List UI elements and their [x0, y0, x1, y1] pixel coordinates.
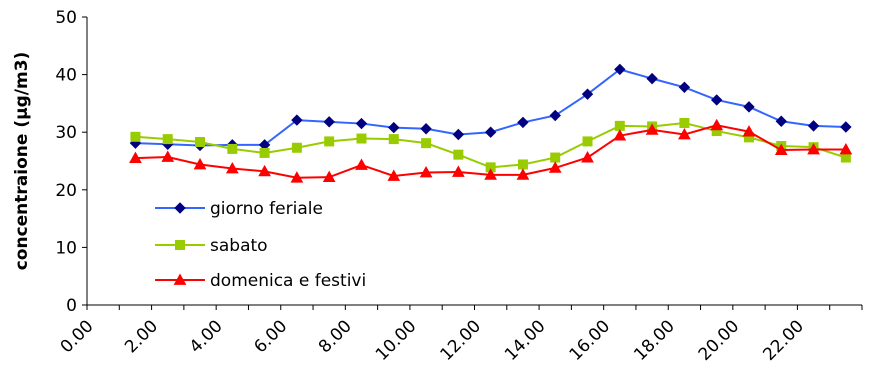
data-point — [291, 142, 302, 153]
data-point — [420, 123, 432, 135]
data-point — [324, 136, 335, 147]
data-point — [550, 152, 561, 163]
data-point — [678, 81, 691, 93]
data-point — [840, 152, 851, 163]
data-point — [710, 118, 724, 131]
data-point — [258, 164, 271, 177]
x-tick-label: 14.00 — [501, 316, 550, 365]
data-point — [484, 126, 497, 138]
data-point — [129, 151, 142, 164]
data-point — [679, 117, 690, 128]
data-point — [839, 142, 853, 155]
data-point — [195, 136, 206, 147]
data-point — [484, 168, 497, 180]
data-point — [322, 170, 336, 183]
data-point — [290, 171, 304, 183]
x-tick-label: 18.00 — [630, 316, 679, 365]
data-point — [517, 116, 529, 129]
data-point — [193, 157, 207, 170]
data-point — [516, 168, 530, 180]
legend-label: sabato — [210, 236, 268, 256]
data-point — [259, 147, 270, 158]
data-point — [710, 94, 723, 106]
data-point — [807, 120, 820, 132]
data-point — [387, 169, 401, 181]
data-point — [517, 159, 528, 170]
x-tick-label: 22.00 — [759, 316, 808, 365]
data-point — [452, 165, 465, 177]
legend-label: giorno feriale — [210, 199, 323, 219]
y-tick-label: 20 — [55, 181, 77, 201]
x-tick-label: 8.00 — [315, 316, 356, 357]
data-point — [388, 134, 399, 145]
data-point — [807, 142, 820, 155]
data-point — [452, 128, 465, 141]
legend: giorno feriale sabato domenica e festivi — [155, 199, 366, 291]
data-point — [613, 129, 627, 141]
data-point — [775, 115, 787, 127]
y-axis-title: concentraione (µg/m3) — [12, 52, 32, 271]
data-point — [646, 72, 658, 85]
legend-item: domenica e festivi — [155, 271, 366, 291]
data-point — [742, 125, 756, 137]
legend-marker — [174, 202, 186, 214]
data-point — [388, 121, 400, 134]
data-point — [162, 134, 173, 145]
data-point — [614, 120, 625, 131]
data-point — [743, 101, 755, 113]
data-point — [582, 136, 593, 147]
legend-item: sabato — [155, 236, 268, 256]
x-tick-label: 20.00 — [695, 316, 744, 365]
x-tick-label: 6.00 — [250, 316, 291, 357]
data-point — [614, 63, 626, 76]
data-point — [678, 127, 691, 140]
series-layer — [129, 63, 853, 183]
series-giorno-feriale — [129, 63, 852, 152]
data-point — [419, 165, 433, 178]
data-point — [355, 117, 368, 130]
data-point — [581, 88, 594, 100]
x-tick-label: 10.00 — [372, 316, 421, 365]
data-point — [453, 149, 464, 160]
series-sabato — [130, 117, 851, 173]
x-tick-label: 16.00 — [566, 316, 615, 365]
data-point — [130, 131, 141, 142]
legend-label: domenica e festivi — [210, 271, 366, 291]
data-point — [840, 121, 852, 133]
y-tick-label: 0 — [66, 296, 77, 316]
x-tick-label: 4.00 — [186, 316, 227, 357]
data-point — [323, 116, 335, 128]
x-tick-label: 2.00 — [121, 316, 162, 357]
legend-marker — [175, 240, 185, 250]
axis-layer: 0 10 20 30 40 50 0.00 2.00 4.00 6.00 8.00 10.00 12.0… — [55, 8, 863, 365]
y-tick-label: 30 — [55, 123, 77, 143]
series-domenica-e-festivi — [129, 118, 853, 183]
data-point — [548, 161, 562, 173]
data-point — [225, 161, 239, 174]
x-tick-label: 0.00 — [57, 316, 98, 357]
data-point — [421, 138, 432, 149]
data-point — [581, 151, 594, 163]
legend-item: giorno feriale — [155, 199, 323, 219]
data-point — [774, 143, 788, 155]
y-tick-label: 40 — [55, 66, 77, 86]
data-point — [161, 150, 175, 162]
data-point — [356, 133, 367, 144]
y-tick-label: 10 — [55, 238, 77, 258]
data-point — [291, 114, 303, 126]
legend-marker — [173, 273, 187, 285]
y-tick-label: 50 — [55, 8, 77, 28]
data-point — [549, 109, 561, 122]
x-tick-label: 12.00 — [436, 316, 485, 365]
data-point — [355, 158, 368, 170]
data-point — [645, 123, 659, 135]
data-point — [227, 143, 238, 154]
